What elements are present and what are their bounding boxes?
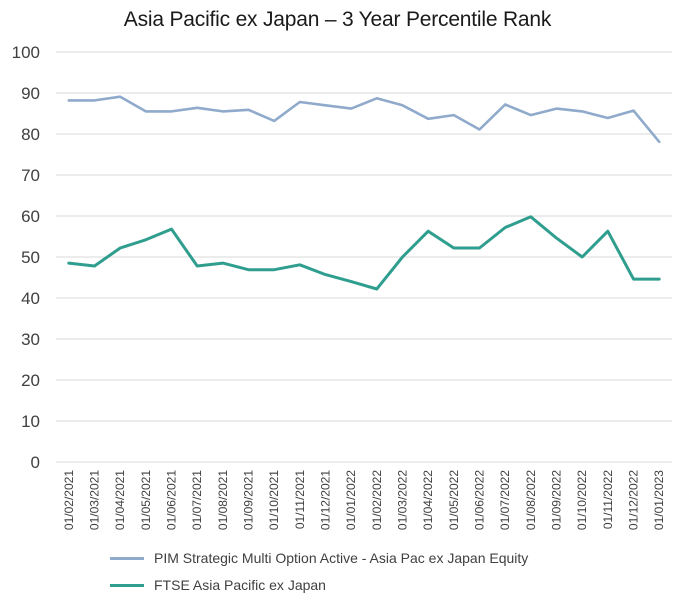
x-tick-label: 01/01/2022 — [344, 470, 358, 530]
y-tick-label: 50 — [21, 248, 40, 267]
y-tick-label: 20 — [21, 371, 40, 390]
x-tick-label: 01/08/2022 — [524, 470, 538, 530]
legend: PIM Strategic Multi Option Active - Asia… — [110, 547, 528, 596]
y-tick-label: 10 — [21, 412, 40, 431]
x-tick-label: 01/05/2021 — [139, 470, 153, 530]
series-line-fund — [67, 95, 661, 144]
legend-swatch-index — [110, 583, 144, 587]
x-tick-label: 01/02/2021 — [62, 470, 76, 530]
legend-swatch-fund — [110, 556, 144, 560]
legend-label-index: FTSE Asia Pacific ex Japan — [154, 577, 326, 593]
x-tick-label: 01/10/2021 — [267, 470, 281, 530]
x-tick-label: 01/05/2022 — [447, 470, 461, 530]
series-line-index — [67, 215, 661, 291]
y-tick-label: 30 — [21, 330, 40, 349]
x-tick-label: 01/10/2022 — [575, 470, 589, 530]
y-tick-label: 80 — [21, 125, 40, 144]
x-axis-tick-labels: 01/02/2021 01/03/2021 01/04/2021 01/05/2021… — [62, 470, 666, 530]
y-axis-tick-labels: 0 10 20 30 40 50 60 70 80 90 100 — [12, 43, 40, 472]
x-tick-label: 01/09/2022 — [550, 470, 564, 530]
x-tick-label: 01/06/2022 — [473, 470, 487, 530]
gridlines — [56, 51, 672, 463]
x-tick-label: 01/07/2021 — [190, 470, 204, 530]
y-tick-label: 100 — [12, 43, 40, 62]
y-tick-label: 60 — [21, 207, 40, 226]
x-tick-label: 01/12/2022 — [627, 470, 641, 530]
y-tick-label: 0 — [31, 453, 40, 472]
x-tick-label: 01/02/2022 — [370, 470, 384, 530]
series-lines — [67, 95, 661, 291]
y-tick-label: 70 — [21, 166, 40, 185]
y-tick-label: 40 — [21, 289, 40, 308]
x-tick-label: 01/11/2021 — [293, 470, 307, 529]
x-tick-label: 01/04/2022 — [421, 470, 435, 530]
x-tick-label: 01/08/2021 — [216, 470, 230, 530]
x-tick-label: 01/03/2021 — [88, 470, 102, 530]
y-tick-label: 90 — [21, 84, 40, 103]
legend-label-fund: PIM Strategic Multi Option Active - Asia… — [154, 550, 529, 566]
x-tick-label: 01/11/2022 — [601, 470, 615, 529]
x-tick-label: 01/07/2022 — [498, 470, 512, 530]
x-tick-label: 01/04/2021 — [113, 470, 127, 530]
legend-item-index: FTSE Asia Pacific ex Japan — [110, 574, 528, 596]
x-tick-label: 01/12/2021 — [319, 470, 333, 530]
x-tick-label: 01/03/2022 — [396, 470, 410, 530]
chart-title: Asia Pacific ex Japan – 3 Year Percentil… — [123, 8, 552, 31]
x-tick-label: 01/01/2023 — [652, 470, 666, 530]
x-tick-label: 01/06/2021 — [165, 470, 179, 530]
legend-item-fund: PIM Strategic Multi Option Active - Asia… — [110, 547, 528, 569]
x-tick-label: 01/09/2021 — [242, 470, 256, 530]
